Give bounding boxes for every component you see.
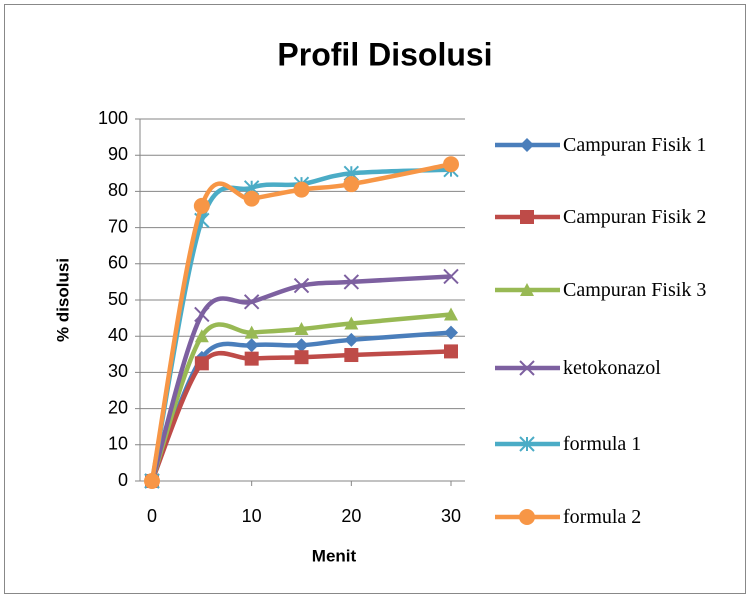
chart-title: Profil Disolusi	[277, 36, 492, 72]
y-tick-label: 30	[108, 361, 128, 381]
legend-label: formula 2	[563, 506, 642, 528]
legend-label: formula 1	[563, 433, 642, 455]
y-tick-label: 0	[118, 470, 128, 490]
marker	[194, 306, 210, 323]
x-tick-label: 10	[242, 506, 262, 526]
marker	[294, 350, 309, 365]
legend-label: Campuran Fisik 1	[563, 134, 707, 156]
x-tick-label: 0	[147, 506, 157, 526]
marker	[520, 138, 534, 152]
marker	[194, 356, 209, 371]
y-tick-label: 50	[108, 289, 128, 309]
y-tick-label: 90	[108, 144, 128, 164]
legend-label: Campuran Fisik 3	[563, 279, 707, 301]
y-tick-label: 100	[98, 108, 128, 128]
marker	[194, 329, 209, 343]
series-line	[149, 312, 452, 482]
marker	[244, 338, 259, 353]
x-tick-label: 20	[341, 506, 361, 526]
marker	[343, 176, 360, 193]
series-line	[149, 274, 452, 482]
marker	[294, 338, 309, 353]
legend-label: Campuran Fisik 2	[563, 206, 707, 228]
marker	[243, 190, 260, 207]
marker	[443, 268, 459, 285]
marker	[520, 210, 534, 224]
marker	[444, 307, 458, 321]
marker	[519, 360, 535, 376]
y-axis-label: % disolusi	[53, 258, 72, 342]
marker	[444, 344, 458, 359]
series-line	[149, 349, 452, 482]
y-tick-label: 20	[108, 397, 128, 417]
legend-label: ketokonazol	[563, 357, 661, 379]
marker	[444, 325, 458, 340]
y-tick-label: 40	[108, 325, 128, 345]
x-tick-label: 30	[441, 506, 461, 526]
marker	[193, 197, 210, 214]
marker	[294, 321, 309, 335]
y-tick-label: 60	[108, 253, 128, 273]
marker	[343, 274, 360, 290]
marker	[144, 473, 160, 489]
marker	[443, 156, 459, 173]
marker	[519, 436, 535, 452]
marker	[344, 316, 359, 330]
y-tick-label: 80	[108, 180, 128, 200]
y-tick-label: 70	[108, 216, 128, 236]
x-axis-label: Menit	[312, 546, 357, 565]
marker	[520, 283, 534, 296]
marker	[293, 277, 310, 294]
marker	[244, 325, 259, 339]
marker	[293, 181, 310, 198]
marker	[344, 348, 359, 363]
marker	[243, 294, 260, 310]
chart-border	[4, 4, 746, 594]
marker	[244, 351, 259, 366]
marker	[519, 509, 535, 525]
marker	[344, 332, 359, 347]
y-tick-label: 10	[108, 434, 128, 454]
